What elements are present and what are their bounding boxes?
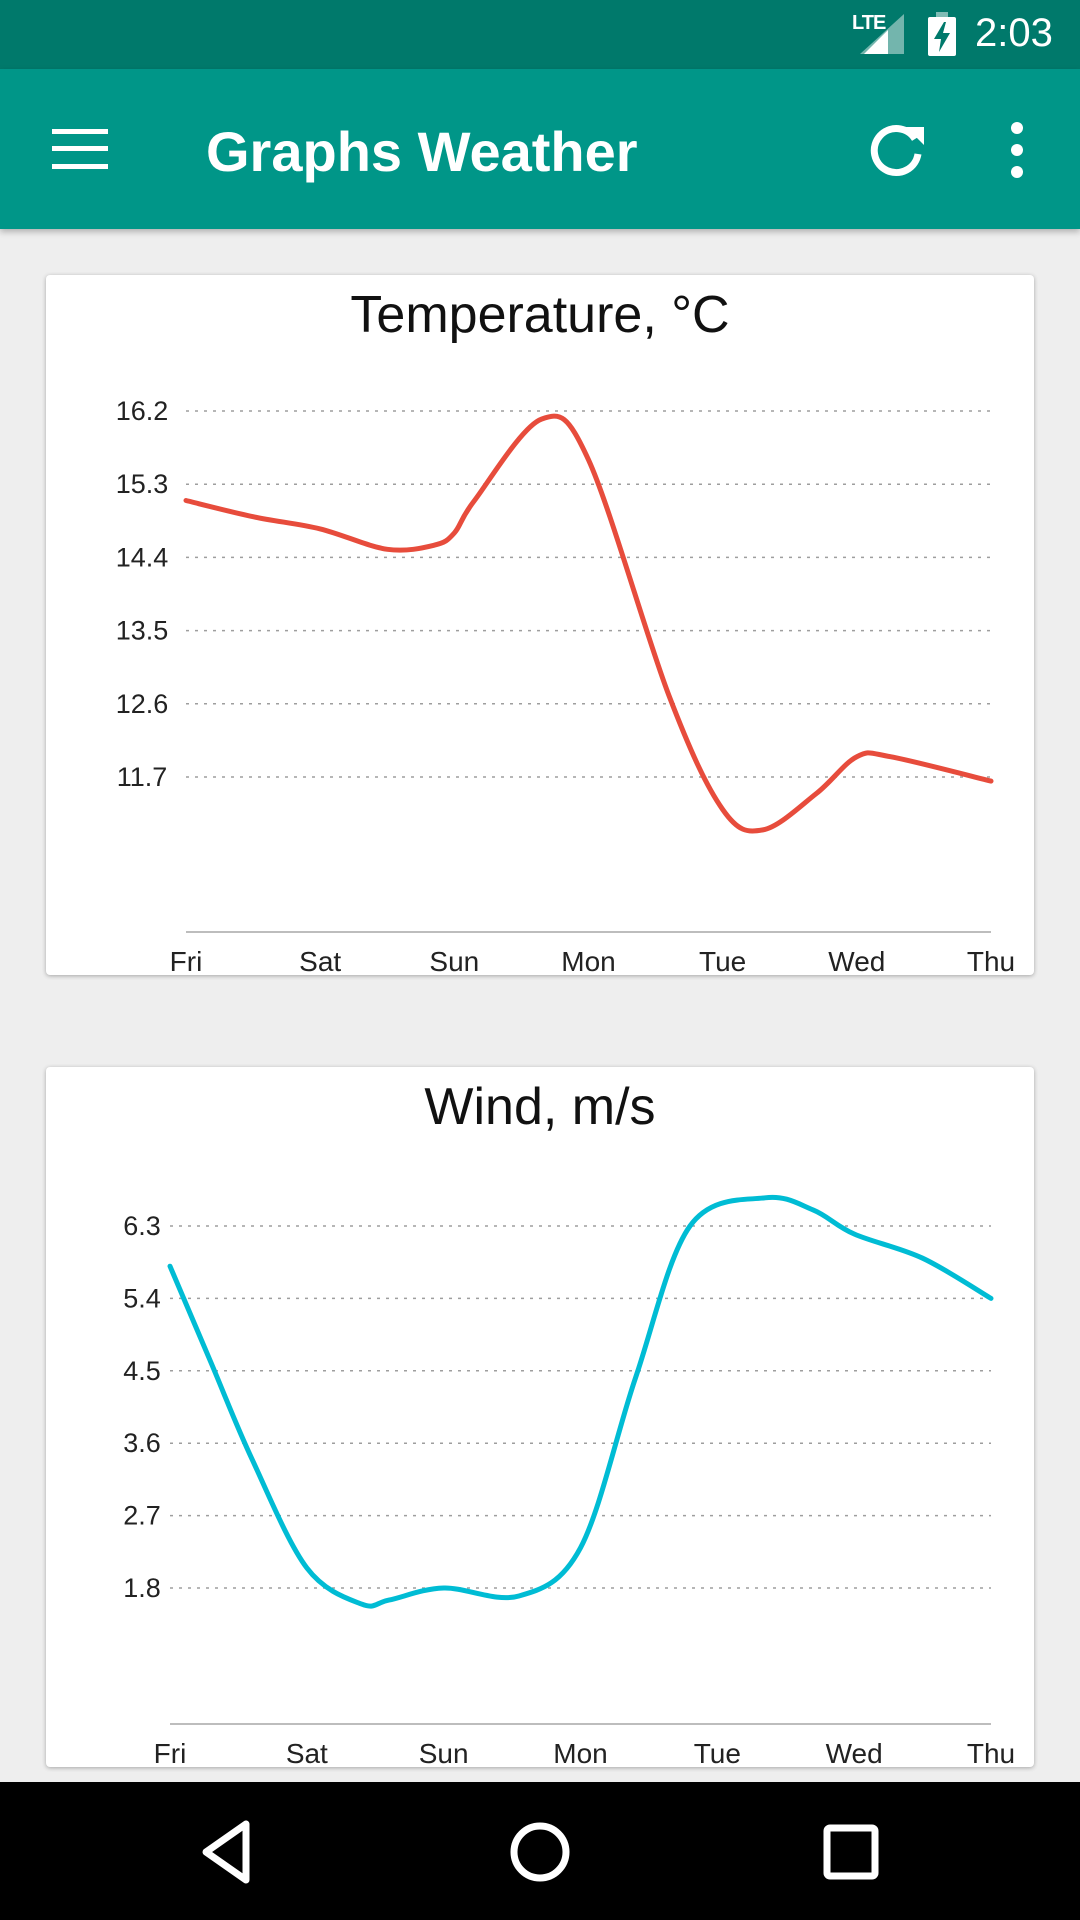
series-line (167, 1194, 994, 1609)
x-tick-label: Tue (699, 946, 746, 975)
temperature-chart-card: Temperature, °C 11.7 12.6 13.5 14.4 15.3 16.2… (46, 275, 1034, 975)
network-type: LTE (852, 12, 886, 34)
x-tick-label: Sat (299, 946, 341, 975)
back-icon[interactable] (192, 1816, 264, 1888)
x-tick-label: Thu (967, 1738, 1015, 1767)
y-tick-label: 12.6 (116, 689, 169, 719)
navigation-bar (0, 1782, 1080, 1920)
series-line (183, 413, 994, 834)
x-tick-label: Fri (170, 946, 203, 975)
y-tick-label: 5.4 (123, 1283, 161, 1313)
x-tick-label: Tue (694, 1738, 741, 1767)
x-tick-label: Sat (286, 1738, 328, 1767)
y-tick-label: 15.3 (116, 469, 169, 499)
wind-chart-card: Wind, m/s 1.8 2.7 3.6 4.5 5.4 6.3 Fri Sat Sun Mon… (46, 1067, 1034, 1767)
y-tick-label: 16.2 (116, 396, 169, 426)
wind-chart: 1.8 2.7 3.6 4.5 5.4 6.3 Fri Sat Sun Mon Tue Wed Thu (123, 1194, 1015, 1767)
y-tick-label: 3.6 (123, 1428, 161, 1458)
y-tick-label: 2.7 (123, 1501, 161, 1531)
x-tick-label: Sun (429, 946, 479, 975)
x-tick-label: Mon (553, 1738, 607, 1767)
x-tick-label: Sun (419, 1738, 469, 1767)
chart-title: Temperature, °C (350, 286, 730, 344)
signal-icon (860, 14, 904, 54)
y-tick-label: 11.7 (117, 762, 168, 792)
chart-title: Wind, m/s (424, 1078, 656, 1136)
x-tick-label: Wed (828, 946, 885, 975)
y-tick-label: 6.3 (123, 1211, 161, 1241)
status-bar: LTE 2:03 (0, 0, 1080, 69)
recent-apps-icon[interactable] (815, 1816, 887, 1888)
x-tick-label: Wed (826, 1738, 883, 1767)
x-tick-label: Thu (967, 946, 1015, 975)
status-time: 2:03 (975, 11, 1053, 55)
y-tick-label: 14.4 (116, 542, 169, 572)
temperature-chart: 11.7 12.6 13.5 14.4 15.3 16.2 Fri Sat Sun Mon Tue W… (116, 396, 1015, 975)
x-tick-label: Fri (154, 1738, 187, 1767)
app-title: Graphs Weather (206, 120, 638, 183)
app-bar: Graphs Weather (0, 69, 1080, 229)
y-tick-label: 13.5 (116, 616, 169, 646)
battery-charging-icon (928, 12, 956, 56)
more-vert-icon[interactable] (1003, 121, 1031, 179)
home-icon[interactable] (504, 1816, 576, 1888)
refresh-icon[interactable] (868, 121, 926, 179)
x-tick-label: Mon (561, 946, 615, 975)
y-tick-label: 1.8 (123, 1573, 161, 1603)
menu-icon[interactable] (52, 129, 108, 169)
y-tick-label: 4.5 (123, 1356, 161, 1386)
